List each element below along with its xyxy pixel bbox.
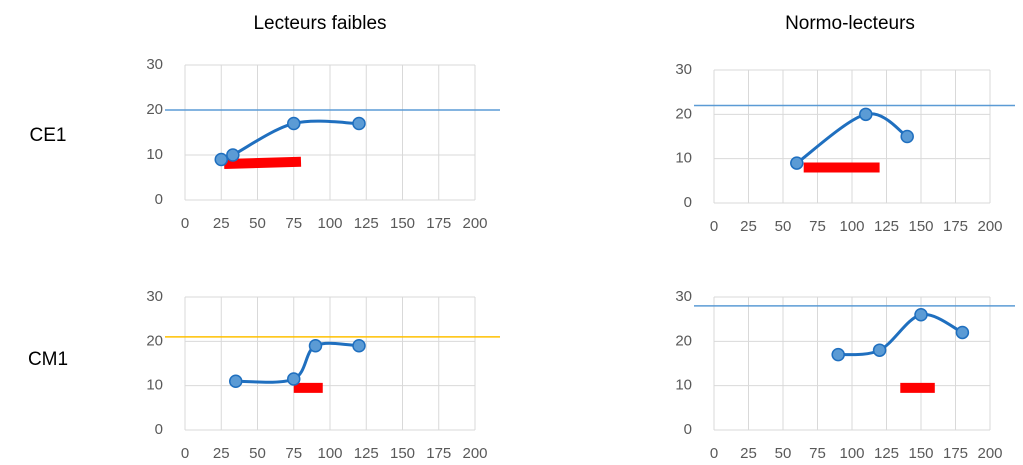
column-title: Normo-lecteurs <box>785 13 915 34</box>
x-tick-label: 175 <box>426 215 451 232</box>
point <box>872 343 887 357</box>
x-tick-label: 100 <box>317 445 342 462</box>
point <box>287 372 301 386</box>
x-tick-label: 50 <box>775 218 792 235</box>
x-tick-label: 0 <box>181 215 189 232</box>
x-tick-label: 125 <box>874 445 899 462</box>
point <box>352 116 366 131</box>
x-tick-label: 150 <box>390 215 415 232</box>
x-tick-label: 50 <box>775 445 792 462</box>
x-tick-label: 0 <box>181 445 189 462</box>
point <box>226 148 240 162</box>
x-tick-label: 100 <box>839 445 864 462</box>
point <box>214 152 228 167</box>
x-tick-label: 200 <box>977 218 1002 235</box>
point <box>831 347 845 362</box>
point <box>859 107 873 122</box>
y-tick-label: 10 <box>146 377 163 394</box>
y-tick-label: 20 <box>675 332 692 349</box>
series-line <box>838 313 964 357</box>
x-tick-label: 50 <box>249 445 266 462</box>
x-tick-label: 150 <box>390 445 415 462</box>
point <box>790 156 804 170</box>
x-tick-label: 125 <box>354 215 379 232</box>
x-tick-label: 75 <box>809 218 826 235</box>
row-label: CE1 <box>30 125 67 146</box>
x-tick-label: 50 <box>249 215 266 232</box>
y-tick-label: 0 <box>155 421 163 438</box>
x-tick-label: 25 <box>740 218 757 235</box>
x-tick-label: 200 <box>462 215 487 232</box>
x-tick-label: 25 <box>740 445 757 462</box>
y-tick-label: 10 <box>675 150 692 167</box>
column-title: Lecteurs faibles <box>253 13 386 34</box>
x-tick-label: 150 <box>908 218 933 235</box>
y-tick-label: 20 <box>146 101 163 118</box>
point <box>308 339 323 353</box>
y-tick-label: 30 <box>675 288 692 305</box>
point <box>352 339 366 353</box>
point <box>229 374 243 388</box>
range-bar <box>224 156 302 169</box>
point <box>287 116 301 131</box>
y-tick-label: 30 <box>146 288 163 305</box>
x-tick-label: 25 <box>213 445 230 462</box>
y-tick-label: 0 <box>684 421 692 438</box>
x-tick-label: 75 <box>285 445 302 462</box>
y-tick-label: 0 <box>684 194 692 211</box>
y-tick-label: 10 <box>146 146 163 163</box>
point <box>955 325 970 340</box>
point <box>900 129 914 144</box>
x-tick-label: 125 <box>874 218 899 235</box>
y-tick-label: 0 <box>155 191 163 208</box>
x-tick-label: 25 <box>213 215 230 232</box>
y-tick-label: 20 <box>675 105 692 122</box>
x-tick-label: 75 <box>285 215 302 232</box>
x-tick-label: 175 <box>943 445 968 462</box>
row-label: CM1 <box>28 349 68 370</box>
y-tick-label: 20 <box>146 332 163 349</box>
x-tick-label: 175 <box>426 445 451 462</box>
x-tick-label: 100 <box>839 218 864 235</box>
x-tick-label: 100 <box>317 215 342 232</box>
point <box>914 307 928 322</box>
x-tick-label: 75 <box>809 445 826 462</box>
x-tick-label: 125 <box>354 445 379 462</box>
series-line <box>235 341 360 384</box>
y-tick-label: 30 <box>675 61 692 78</box>
x-tick-label: 200 <box>462 445 487 462</box>
y-tick-label: 10 <box>675 377 692 394</box>
y-tick-label: 30 <box>146 56 163 73</box>
x-tick-label: 175 <box>943 218 968 235</box>
x-tick-label: 0 <box>710 445 718 462</box>
x-tick-label: 0 <box>710 218 718 235</box>
x-tick-label: 200 <box>977 445 1002 462</box>
x-tick-label: 150 <box>908 445 933 462</box>
